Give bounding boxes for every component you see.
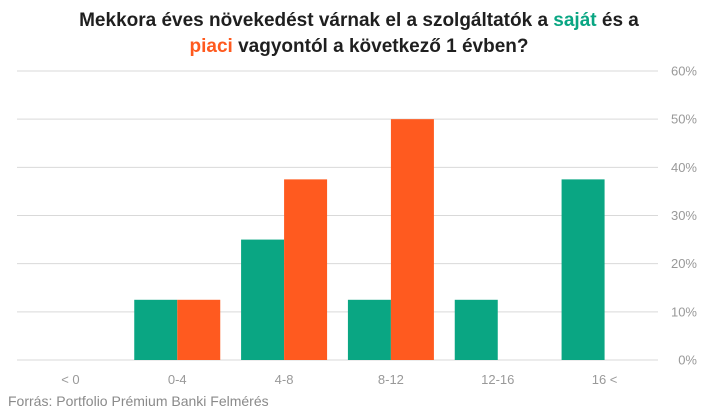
x-tick-label: 4-8 <box>275 372 294 387</box>
chart-title: Mekkora éves növekedést várnak el a szol… <box>0 8 718 60</box>
title-highlight-market: piaci <box>189 36 233 57</box>
y-tick-label: 60% <box>671 64 697 79</box>
x-tick-label: 12-16 <box>481 372 514 387</box>
y-tick-label: 50% <box>671 112 697 127</box>
title-text-1: Mekkora éves növekedést várnak el a szol… <box>79 10 554 31</box>
bar-market <box>284 179 328 360</box>
y-tick-label: 20% <box>671 256 697 271</box>
y-tick-label: 10% <box>671 304 697 319</box>
y-tick-label: 30% <box>671 208 697 223</box>
bar-own <box>561 179 605 360</box>
bar-market <box>177 299 221 360</box>
bar-own <box>347 299 391 360</box>
x-tick-label: 16 < <box>592 372 618 387</box>
title-highlight-own: saját <box>553 10 597 31</box>
x-tick-label: < 0 <box>61 372 79 387</box>
y-tick-label: 0% <box>678 353 697 368</box>
title-text-3: vagyontól a következő 1 évben? <box>232 36 529 57</box>
bar-own <box>241 239 285 360</box>
bar-market <box>390 119 434 361</box>
x-tick-label: 0-4 <box>168 372 187 387</box>
bar-own <box>134 299 178 360</box>
y-tick-label: 40% <box>671 160 697 175</box>
title-text-2: és a <box>596 10 639 31</box>
source-note: Forrás: Portfolio Prémium Banki Felmérés <box>8 393 269 409</box>
bar-own <box>454 299 498 360</box>
x-tick-label: 8-12 <box>378 372 404 387</box>
